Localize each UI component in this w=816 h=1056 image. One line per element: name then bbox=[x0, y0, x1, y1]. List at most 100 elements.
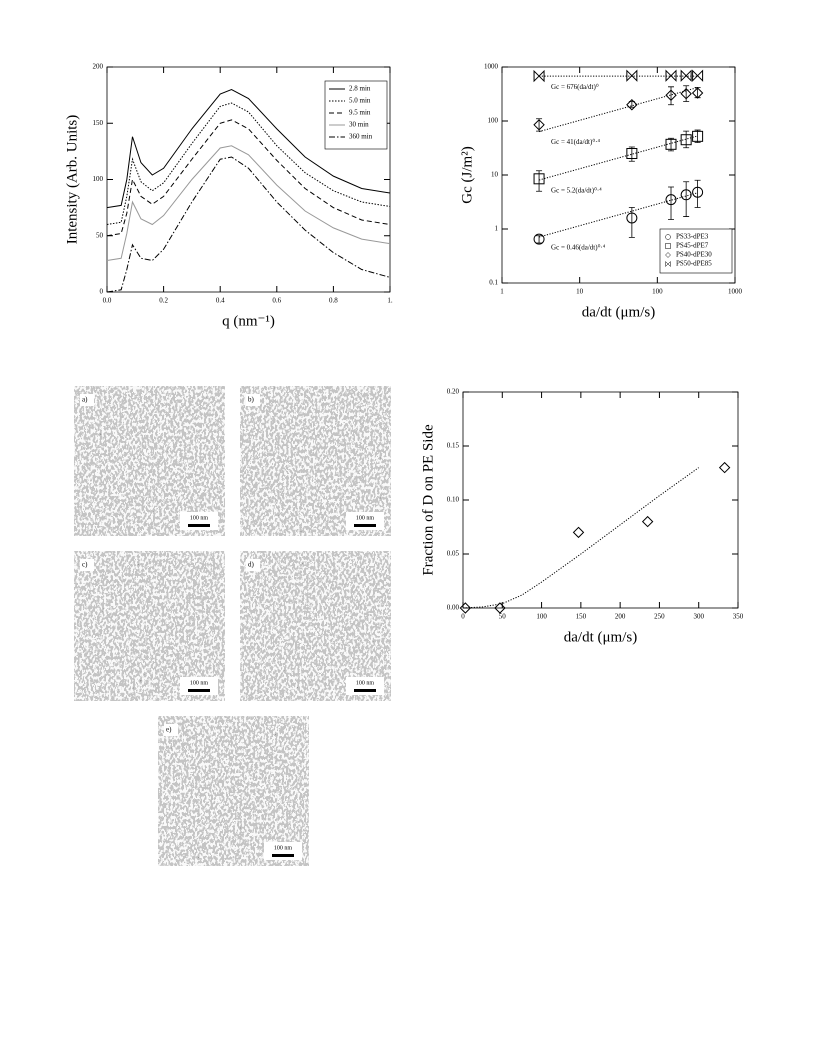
legend-marker bbox=[665, 260, 671, 268]
x-tick-label: 250 bbox=[654, 613, 665, 621]
marker bbox=[494, 602, 506, 614]
y-tick-label: 0.1 bbox=[489, 279, 498, 287]
scale-bar bbox=[354, 689, 376, 692]
error-bar bbox=[683, 181, 690, 217]
panel-label-bg bbox=[80, 559, 94, 571]
legend-label: PS33-dPE3 bbox=[676, 233, 709, 241]
line-series bbox=[106, 119, 391, 237]
y-tick-label: 1 bbox=[495, 225, 499, 233]
curve bbox=[462, 467, 700, 609]
legend-label: 9.5 min bbox=[349, 109, 371, 117]
marker bbox=[533, 173, 545, 185]
y-tick-label: 1000 bbox=[484, 63, 499, 71]
micrograph-image bbox=[240, 386, 391, 536]
legend-label: 2.8 min bbox=[349, 85, 371, 93]
x-tick-label: 350 bbox=[733, 613, 744, 621]
marker bbox=[680, 189, 692, 201]
y-tick-label: 50 bbox=[96, 231, 104, 239]
x-tick-label: 10 bbox=[576, 288, 584, 296]
legend-label: PS45-dPE7 bbox=[676, 242, 709, 250]
fit-line bbox=[538, 87, 698, 133]
legend-label: PS40-dPE30 bbox=[676, 251, 712, 259]
scale-bar bbox=[354, 524, 376, 527]
micrograph-image bbox=[74, 386, 225, 536]
error-bar bbox=[536, 235, 543, 244]
y-tick-label: 10 bbox=[491, 171, 499, 179]
marker bbox=[680, 134, 692, 146]
y-tick-label: 150 bbox=[93, 119, 104, 127]
error-bar bbox=[683, 130, 690, 149]
y-axis-label: Fraction of D on PE Side bbox=[420, 424, 436, 576]
panel-label: c) bbox=[82, 561, 88, 569]
legend-marker bbox=[665, 243, 671, 249]
x-axis-label: da/dt (μm/s) bbox=[564, 629, 637, 645]
scale-bar bbox=[188, 524, 210, 527]
y-tick-label: 0.20 bbox=[447, 388, 460, 396]
error-bar bbox=[668, 86, 675, 106]
line-series bbox=[106, 88, 391, 209]
y-tick-label: 200 bbox=[93, 63, 104, 71]
x-tick-label: 200 bbox=[615, 613, 626, 621]
marker bbox=[665, 194, 677, 206]
micrograph-image bbox=[74, 551, 225, 701]
x-tick-label: 1. bbox=[387, 297, 393, 305]
marker bbox=[691, 87, 704, 99]
marker bbox=[692, 186, 704, 198]
scale-label: 100 nm bbox=[356, 515, 375, 521]
line-series bbox=[106, 102, 391, 225]
marker bbox=[680, 69, 692, 82]
panel-label-bg bbox=[246, 559, 260, 571]
marker bbox=[665, 89, 677, 101]
fit-label: Gc = 0.46(da/dt)⁰·⁴ bbox=[551, 244, 606, 252]
x-tick-label: 1 bbox=[500, 288, 504, 296]
marker bbox=[533, 233, 545, 245]
legend-box bbox=[324, 80, 388, 150]
y-tick-label: 0 bbox=[100, 288, 104, 296]
marker bbox=[626, 69, 638, 82]
panel-label: e) bbox=[166, 726, 172, 734]
scale-label: 100 nm bbox=[274, 845, 293, 851]
x-tick-label: 0.0 bbox=[103, 297, 112, 305]
marker bbox=[718, 461, 731, 474]
panel-label-bg bbox=[80, 394, 94, 406]
legend-box bbox=[659, 228, 733, 274]
line-series bbox=[106, 156, 391, 293]
plot-frame bbox=[462, 391, 739, 609]
x-axis-label: da/dt (μm/s) bbox=[582, 304, 655, 320]
scale-label: 100 nm bbox=[190, 680, 209, 686]
marker bbox=[692, 69, 704, 82]
legend-label: 5.0 min bbox=[349, 97, 371, 105]
panel-label: b) bbox=[248, 396, 255, 404]
scale-label: 100 nm bbox=[356, 680, 375, 686]
y-axis-label: Gc (J/m²) bbox=[459, 146, 475, 203]
marker bbox=[533, 119, 545, 131]
scale-bar bbox=[188, 689, 210, 692]
marker bbox=[680, 88, 692, 100]
micrograph-image bbox=[240, 551, 391, 701]
panel-label: a) bbox=[82, 396, 88, 404]
legend-label: 360 min bbox=[349, 133, 373, 141]
marker bbox=[459, 602, 472, 614]
panel-label-bg bbox=[164, 724, 178, 736]
fit-label: Gc = 5.2(da/dt)⁰·⁴ bbox=[551, 187, 602, 195]
x-tick-label: 100 bbox=[536, 613, 547, 621]
error-bar bbox=[668, 137, 675, 152]
marker bbox=[665, 138, 677, 150]
fit-line bbox=[538, 192, 698, 238]
legend-label: PS50-dPE85 bbox=[676, 260, 712, 268]
x-tick-label: 0.8 bbox=[329, 297, 338, 305]
x-tick-label: 300 bbox=[693, 613, 704, 621]
x-tick-label: 0.2 bbox=[159, 297, 168, 305]
y-tick-label: 0.15 bbox=[447, 442, 460, 450]
y-tick-label: 0.10 bbox=[447, 496, 460, 504]
legend-label: 30 min bbox=[349, 121, 369, 129]
error-bar bbox=[668, 186, 675, 220]
fit-label: Gc = 676(da/dt)⁰ bbox=[551, 83, 599, 91]
x-tick-label: 0.4 bbox=[216, 297, 225, 305]
fit-label: Gc = 41(da/dt)⁰·⁴ bbox=[551, 138, 600, 146]
y-tick-label: 0.05 bbox=[447, 550, 460, 558]
scale-bar bbox=[272, 854, 294, 857]
error-bar bbox=[536, 118, 543, 132]
